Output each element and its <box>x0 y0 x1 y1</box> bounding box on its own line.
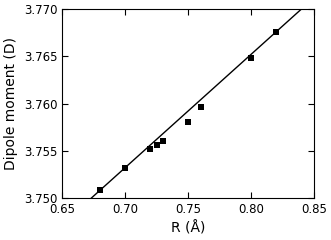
Point <box>154 143 159 147</box>
Point <box>185 120 191 124</box>
Point <box>160 139 166 143</box>
Y-axis label: Dipole moment (D): Dipole moment (D) <box>4 37 18 170</box>
Point <box>148 147 153 151</box>
Point <box>122 166 128 170</box>
Point <box>198 105 203 109</box>
Point <box>97 188 103 192</box>
Point <box>248 56 254 60</box>
Point <box>273 30 279 34</box>
X-axis label: R (Å): R (Å) <box>171 221 205 236</box>
